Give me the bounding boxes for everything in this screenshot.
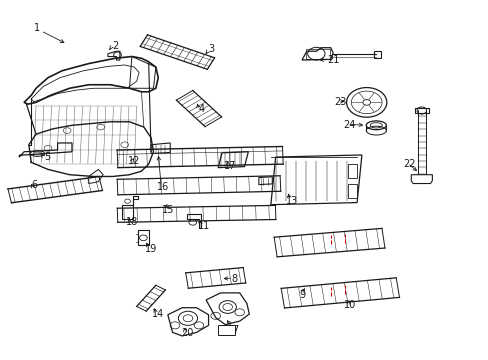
Text: 13: 13	[285, 196, 298, 206]
Text: 16: 16	[157, 182, 169, 192]
Text: 22: 22	[403, 159, 415, 169]
Text: 19: 19	[144, 244, 157, 254]
Text: 15: 15	[162, 205, 174, 215]
Text: 9: 9	[298, 290, 305, 300]
Text: 21: 21	[326, 55, 339, 65]
Text: 17: 17	[224, 161, 236, 171]
Text: 11: 11	[197, 221, 209, 231]
Text: 23: 23	[333, 98, 346, 107]
Text: 2: 2	[112, 41, 118, 51]
Bar	[305, 49, 329, 59]
Text: 4: 4	[198, 104, 204, 114]
Text: 14: 14	[152, 309, 164, 319]
Text: 24: 24	[343, 120, 355, 130]
Text: 8: 8	[231, 274, 238, 284]
Text: 7: 7	[231, 325, 238, 335]
Bar	[347, 164, 356, 178]
Text: 5: 5	[44, 152, 50, 162]
Text: 6: 6	[31, 180, 38, 190]
Text: 1: 1	[34, 23, 41, 33]
Text: 12: 12	[128, 156, 140, 166]
Text: 10: 10	[343, 300, 355, 310]
Bar	[347, 184, 356, 198]
Text: 3: 3	[207, 45, 214, 54]
Text: 20: 20	[181, 328, 193, 338]
Text: 18: 18	[125, 217, 138, 227]
